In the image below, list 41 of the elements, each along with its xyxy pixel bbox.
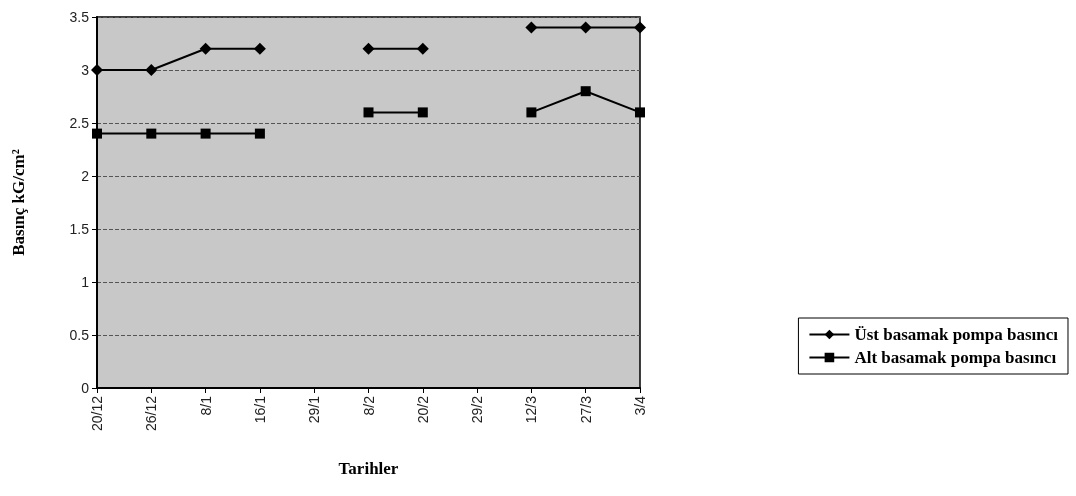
- point: [634, 21, 646, 34]
- y-tick-label: 0.5: [69, 327, 90, 343]
- x-tick-label: 20/12: [89, 395, 105, 432]
- point: [525, 21, 538, 34]
- point: [200, 128, 211, 139]
- x-axis-title: Tarihler: [338, 459, 399, 478]
- point: [417, 107, 428, 118]
- point: [199, 42, 212, 55]
- point: [92, 128, 102, 139]
- x-tick-label: 27/3: [577, 395, 594, 424]
- x-tick-label: 16/1: [251, 395, 268, 424]
- point: [145, 64, 158, 76]
- y-tick-label: 3.5: [69, 9, 90, 25]
- x-tick-label: 29/1: [306, 395, 323, 424]
- x-tick-label: 20/2: [414, 395, 431, 424]
- x-tick-label: 8/1: [197, 395, 214, 416]
- x-tick-label: 8/2: [360, 395, 377, 416]
- point: [416, 42, 429, 55]
- y-tick-label: 1.5: [69, 221, 90, 237]
- point: [362, 42, 375, 55]
- point: [253, 42, 266, 55]
- point: [526, 107, 537, 118]
- point: [91, 64, 103, 76]
- x-tick-label: 26/12: [143, 395, 160, 432]
- point: [579, 21, 592, 34]
- y-axis-title: Basınç kG/cm²: [9, 149, 28, 256]
- point: [363, 107, 374, 118]
- x-tick-label: 29/2: [469, 395, 486, 424]
- point: [635, 107, 645, 118]
- y-tick-label: 3: [81, 62, 90, 78]
- x-tick-label: 3/4: [632, 395, 648, 416]
- y-tick-label: 2.5: [69, 115, 90, 131]
- x-tick-label: 12/3: [523, 395, 540, 424]
- y-tick-label: 0: [81, 380, 90, 396]
- point: [254, 128, 265, 139]
- legend-label: Alt basamak pompa basıncı: [854, 348, 1057, 367]
- y-tick-label: 1: [81, 274, 90, 290]
- y-tick-label: 2: [81, 168, 90, 184]
- point: [580, 86, 591, 97]
- point: [146, 128, 157, 139]
- legend-label: Üst basamak pompa basıncı: [854, 325, 1059, 344]
